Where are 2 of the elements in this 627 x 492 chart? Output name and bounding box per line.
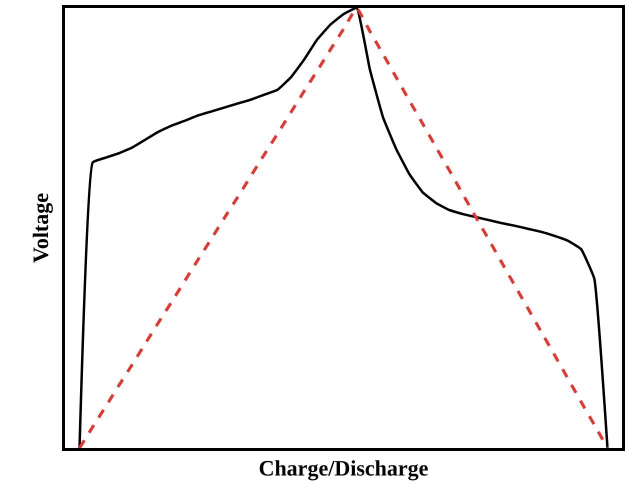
y-axis-title: Voltage (28, 192, 53, 264)
x-axis-title: Charge/Discharge (258, 455, 429, 480)
